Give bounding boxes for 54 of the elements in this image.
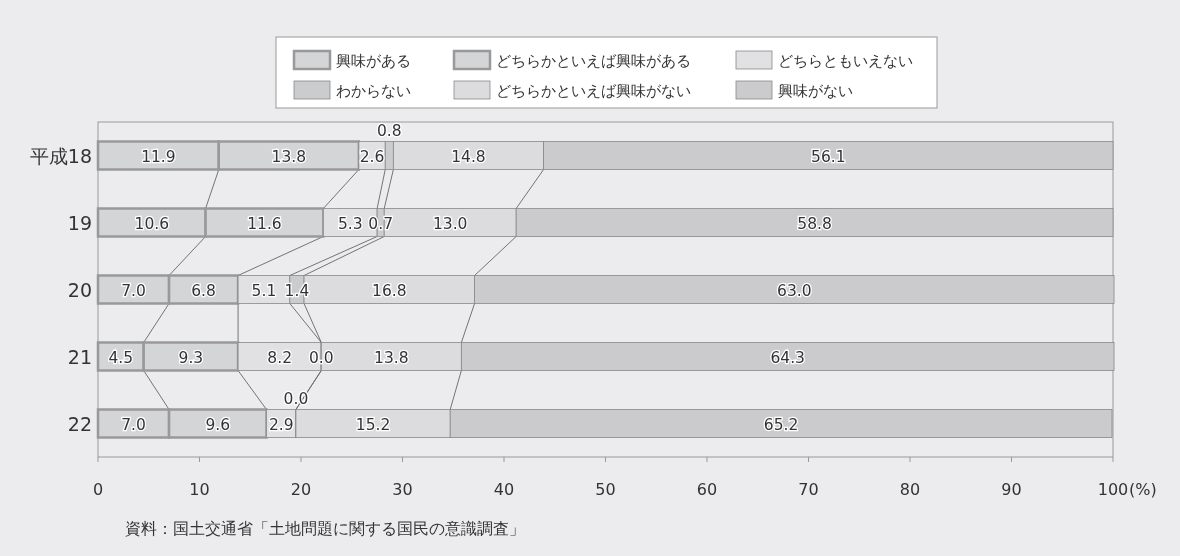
legend-label: どちらかといえば興味がある <box>496 52 691 70</box>
text: 資料：国土交通省「土地問題に関する国民の意識調査」 <box>125 519 525 538</box>
legend-label: どちらかといえば興味がない <box>496 82 691 100</box>
x-tick-label: 90 <box>1001 480 1022 499</box>
data-label: 11.6 <box>247 214 282 233</box>
y-tick-label: 平成18 <box>29 144 92 167</box>
data-label: 11.9 <box>141 147 176 166</box>
x-tick-label: 60 <box>696 480 718 499</box>
data-label: 9.3 <box>178 348 204 367</box>
legend-label: わからない <box>336 82 411 100</box>
data-label: 5.1 <box>251 281 277 300</box>
data-label: 58.8 <box>797 214 832 233</box>
data-label: 7.0 <box>121 281 146 300</box>
data-label: 64.3 <box>770 348 805 367</box>
data-label: 0.0 <box>283 389 309 408</box>
x-tick-label: 50 <box>595 480 616 499</box>
x-tick-label: 10 <box>189 480 210 499</box>
x-tick-label: 100 <box>1097 480 1129 499</box>
data-label: 10.6 <box>134 214 170 233</box>
data-label: 1.4 <box>284 281 310 300</box>
x-tick-label: 40 <box>493 480 515 499</box>
legend-label: 興味がある <box>336 52 411 70</box>
data-label: 0.0 <box>308 348 334 367</box>
data-label: 0.8 <box>376 121 402 140</box>
data-label: 0.7 <box>368 214 394 233</box>
data-label: 2.6 <box>359 147 385 166</box>
data-label: 65.2 <box>763 415 799 434</box>
data-label: 4.5 <box>108 348 134 367</box>
data-label: 14.8 <box>451 147 486 166</box>
data-label: 13.8 <box>374 348 409 367</box>
data-label: 9.6 <box>205 415 231 434</box>
data-label: 13.0 <box>432 214 468 233</box>
x-tick-label: 70 <box>798 480 819 499</box>
data-label: 56.1 <box>811 147 846 166</box>
y-tick-label: 22 <box>67 412 92 435</box>
data-label: 63.0 <box>777 281 812 300</box>
legend-label: どちらともいえない <box>778 52 913 70</box>
data-label: 8.2 <box>267 348 293 367</box>
y-tick-label: 19 <box>67 211 92 234</box>
data-label: 2.9 <box>268 415 294 434</box>
data-label: 7.0 <box>121 415 146 434</box>
x-axis-title: (%) <box>1129 480 1157 499</box>
x-tick-label: 30 <box>392 480 413 499</box>
data-label: 5.3 <box>337 214 363 233</box>
legend-label: 興味がない <box>778 82 853 100</box>
data-label: 16.8 <box>372 281 407 300</box>
y-tick-label: 21 <box>67 345 92 368</box>
x-tick-label: 0 <box>92 480 104 499</box>
x-tick-label: 20 <box>290 480 312 499</box>
y-tick-label: 20 <box>67 278 92 301</box>
data-label: 15.2 <box>355 415 391 434</box>
data-label: 6.8 <box>191 281 216 300</box>
x-tick-label: 80 <box>899 480 921 499</box>
data-label: 13.8 <box>271 147 307 166</box>
